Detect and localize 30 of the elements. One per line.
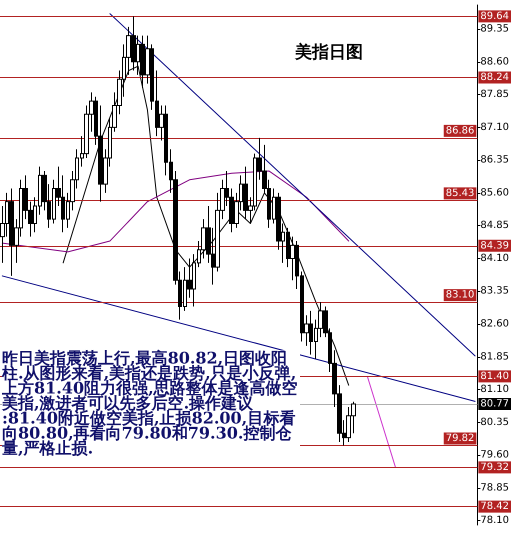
line-series [2,170,350,252]
y-tick-label: 87.10 [480,122,510,133]
y-tick-label: 84.85 [480,220,510,232]
y-tick-label: 89.35 [480,24,510,35]
ref-line-label: 88.24 [480,72,510,84]
y-tick-label: 78.85 [480,482,510,494]
ref-line-label: 84.39 [480,240,510,252]
ref-line-label: 80.77 [480,398,510,410]
ref-line-label: 89.64 [480,10,510,22]
y-tick-label: 81.85 [480,351,510,362]
ref-line-label: 78.42 [480,501,510,512]
ref-line-label: 81.40 [480,370,510,382]
text: 美指日图 [294,42,363,62]
annotation: 昨日美指震荡上行,最高80.82,日图收阳柱.从图形来看,美指还是跌势,只是小反弹,上方81.40阻力很强,思路整体是逢高做空美指,激进者可以先多后空.操作建议:81.40附近做空美指,止损82.00,目标看向80.80,再看向79.80和79.30.控制仓量,严格止损. [1,348,298,458]
ref-line-label: 79.32 [480,462,510,473]
ref-line-label: 79.82 [446,432,474,444]
y-tick-label: 83.35 [480,286,510,297]
ref-line-label: 85.43 [446,188,474,199]
y-tick-label: 79.60 [480,450,510,461]
y-tick-label: 87.85 [480,89,510,100]
y-tick-label: 84.10 [480,252,510,264]
y-tick-label: 82.60 [480,318,510,330]
y-tick-label: 85.60 [480,187,510,198]
y-tick-label: 78.10 [480,515,510,526]
y-tick-label: 86.35 [480,154,510,166]
y-tick-label: 80.35 [480,416,510,428]
ref-line-label: 86.86 [446,125,474,136]
y-tick-label: 81.10 [480,384,510,396]
ref-line-label: 83.10 [446,290,474,301]
y-tick-label: 88.60 [480,56,510,68]
